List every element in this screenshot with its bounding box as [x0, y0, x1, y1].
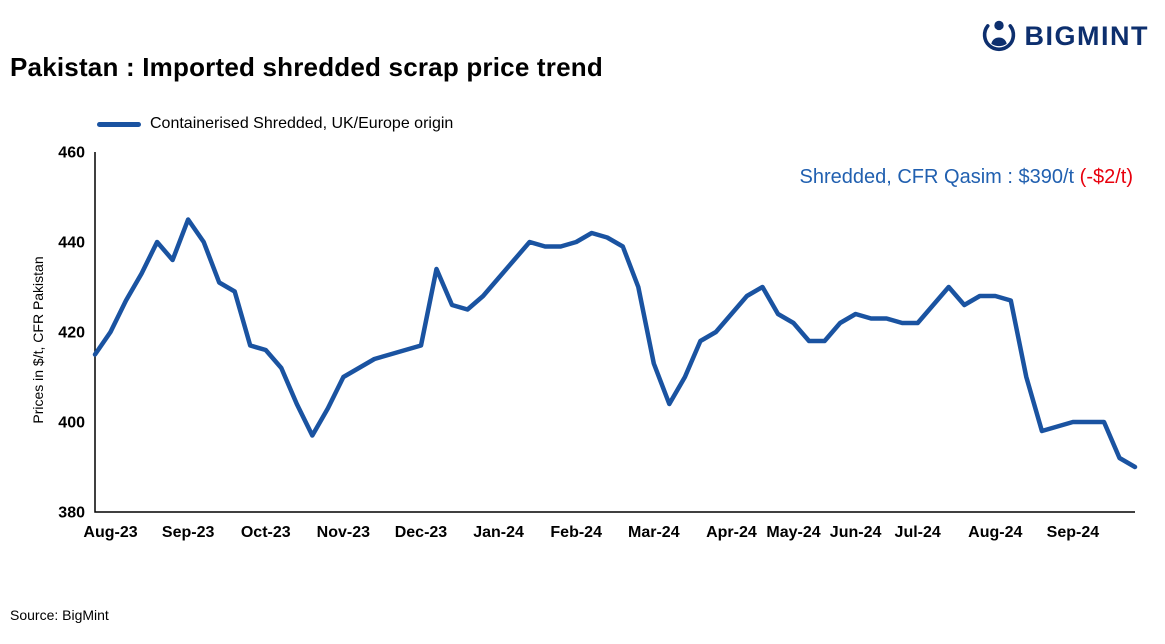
legend-line-swatch	[97, 121, 141, 127]
bigmint-logo-icon	[981, 16, 1017, 57]
svg-text:460: 460	[58, 145, 85, 162]
svg-text:Jan-24: Jan-24	[473, 524, 524, 541]
price-annotation-delta: (-$2/t)	[1079, 166, 1133, 188]
svg-text:Oct-23: Oct-23	[241, 524, 291, 541]
svg-text:Nov-23: Nov-23	[317, 524, 370, 541]
svg-text:Apr-24: Apr-24	[706, 524, 757, 541]
price-annotation-main: Shredded, CFR Qasim : $390/t	[799, 166, 1080, 188]
svg-text:Feb-24: Feb-24	[550, 524, 602, 541]
svg-text:Aug-24: Aug-24	[968, 524, 1022, 541]
chart-legend: Containerised Shredded, UK/Europe origin	[97, 112, 453, 136]
svg-text:Sep-23: Sep-23	[162, 524, 215, 541]
price-annotation: Shredded, CFR Qasim : $390/t (-$2/t)	[800, 166, 1133, 189]
svg-text:Mar-24: Mar-24	[628, 524, 680, 541]
svg-text:May-24: May-24	[766, 524, 820, 541]
svg-text:420: 420	[58, 325, 85, 342]
bigmint-logo-text: BIGMINT	[1024, 21, 1149, 51]
legend-series-label: Containerised Shredded, UK/Europe origin	[150, 115, 454, 132]
svg-text:Sep-24: Sep-24	[1047, 524, 1100, 541]
svg-text:Jul-24: Jul-24	[895, 524, 941, 541]
svg-text:400: 400	[58, 415, 85, 432]
source-note: Source: BigMint	[10, 607, 109, 623]
svg-text:Aug-23: Aug-23	[83, 524, 137, 541]
svg-text:440: 440	[58, 235, 85, 252]
svg-text:Jun-24: Jun-24	[830, 524, 882, 541]
svg-text:Dec-23: Dec-23	[395, 524, 448, 541]
page-title: Pakistan : Imported shredded scrap price…	[10, 52, 603, 82]
bigmint-logo: BIGMINT	[981, 16, 1150, 57]
svg-text:380: 380	[58, 505, 85, 522]
